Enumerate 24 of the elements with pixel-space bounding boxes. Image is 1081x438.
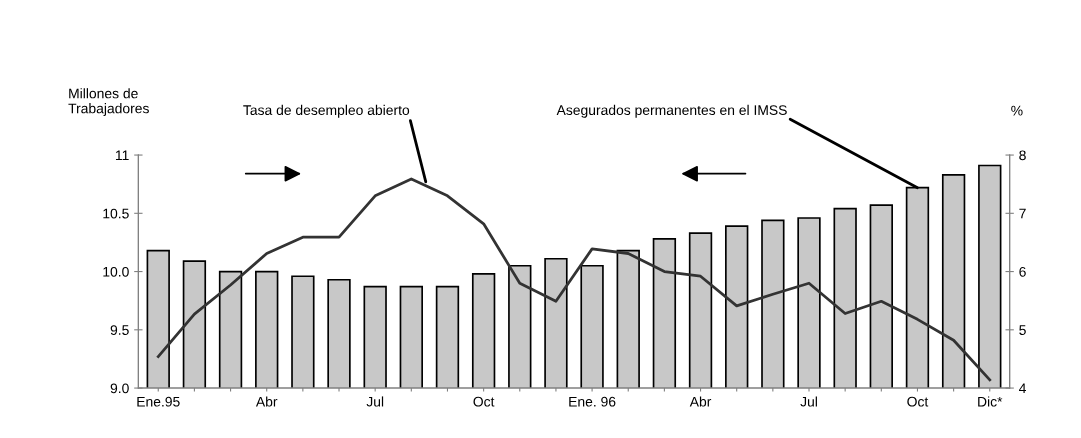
x-tick-label: Jul bbox=[800, 396, 817, 407]
y-axis-title: Millones de Trabajadores bbox=[68, 88, 149, 117]
y-tick-label: 10.0 bbox=[103, 266, 129, 277]
x-tick-label: Oct bbox=[473, 396, 495, 407]
y2-tick-label: 8 bbox=[1019, 150, 1026, 161]
x-tick-label: Dic* bbox=[978, 396, 1003, 407]
y2-axis-title: % bbox=[1011, 105, 1023, 116]
y-tick-label: 10.5 bbox=[103, 208, 129, 219]
x-tick-label: Oct bbox=[907, 396, 929, 407]
text: Asegurados permanentes en el IMSS bbox=[556, 104, 787, 118]
y-tick-label: 9.5 bbox=[110, 325, 129, 335]
x-tick-label: Jul bbox=[366, 396, 384, 407]
x-tick-label: Ene. 96 bbox=[569, 396, 616, 407]
x-tick-label: Ene.95 bbox=[137, 396, 180, 407]
y2-tick-label: 7 bbox=[1019, 208, 1026, 219]
y-tick-label: 11 bbox=[115, 150, 129, 161]
x-tick-label: Abr bbox=[689, 396, 712, 407]
y2-tick-label: 6 bbox=[1019, 266, 1026, 277]
line-series bbox=[156, 177, 992, 382]
y-tick-label: 9.0 bbox=[110, 383, 129, 394]
text: Tasa de desempleo abierto bbox=[243, 104, 410, 118]
y2-tick-label: 5 bbox=[1019, 325, 1026, 335]
x-tick-label: Abr bbox=[255, 396, 278, 407]
y2-tick-label: 4 bbox=[1019, 383, 1026, 394]
